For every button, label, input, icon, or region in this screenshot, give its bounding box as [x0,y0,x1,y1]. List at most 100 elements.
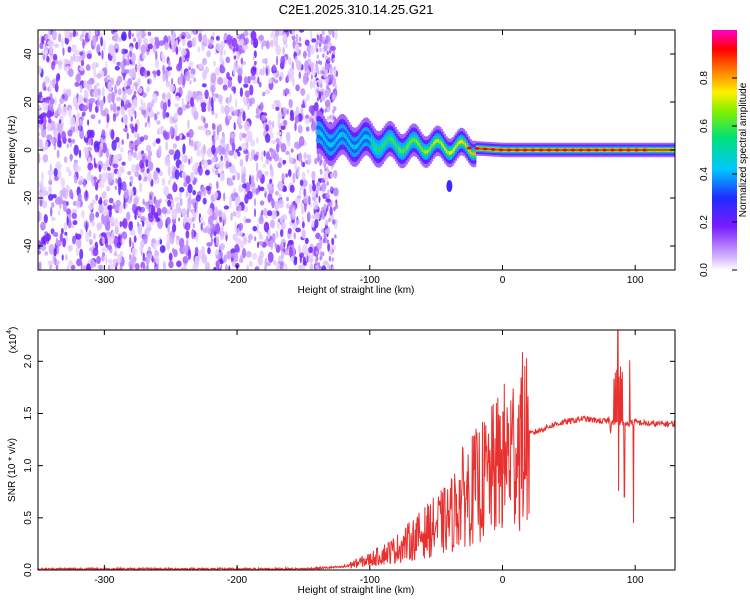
heatmap-cell [278,199,284,209]
heatmap-cell [638,149,641,151]
heatmap-cell [227,79,233,88]
heatmap-cell [315,190,319,195]
heatmap-cell [244,90,251,98]
heatmap-cell [290,148,294,153]
heatmap-cell [314,157,318,165]
heatmap-cell [78,180,83,186]
heatmap-cell [262,163,266,168]
y-tick-label: 1.0 [23,458,34,472]
heatmap-cell [278,157,283,163]
heatmap-cell [193,260,200,268]
heatmap-cell [226,143,230,152]
heatmap-cell [48,244,54,249]
heatmap-cell [243,76,249,85]
heatmap-cell [238,222,244,231]
heatmap-cell [133,132,139,139]
heatmap-cell [311,121,317,131]
heatmap-cell [369,137,372,142]
heatmap-cell [331,257,334,262]
heatmap-cell [184,222,191,231]
heatmap-cell [233,122,236,131]
heatmap-cell [444,147,447,151]
heatmap-cell [165,80,171,88]
heatmap-cell [252,55,255,61]
heatmap-cell [319,156,322,161]
heatmap-cell [181,48,187,56]
heatmap-cell [238,205,242,212]
heatmap-cell [55,237,59,247]
heatmap-cell [79,84,83,94]
heatmap-cell [118,234,121,246]
heatmap-cell [256,172,259,183]
heatmap-cell [326,139,329,145]
heatmap-cell [57,139,62,148]
heatmap-cell [322,161,325,167]
heatmap-cell [74,176,78,184]
heatmap-cell [231,37,238,48]
heatmap-cell [313,68,316,76]
heatmap-cell [367,135,370,140]
heatmap-cell [75,233,82,240]
heatmap-cell [328,265,332,270]
heatmap-cell [178,46,181,52]
heatmap-cell [130,194,133,202]
heatmap-cell [175,46,179,55]
heatmap-cell [200,222,203,231]
heatmap-cell [258,35,264,41]
heatmap-cell [153,242,157,251]
heatmap-cell [193,30,197,35]
heatmap-cell [48,83,52,93]
heatmap-cell [425,150,427,155]
heatmap-cell [211,110,215,116]
heatmap-cell [313,78,316,89]
heatmap-cell [214,169,219,176]
heatmap-cell [145,144,152,153]
heatmap-cell [48,102,54,111]
heatmap-cell [330,186,333,191]
heatmap-cell [52,60,56,66]
heatmap-cell [294,55,298,63]
heatmap-cell [219,65,226,74]
heatmap-cell [518,149,521,151]
heatmap-cell [152,70,158,75]
heatmap-cell [96,256,101,264]
heatmap-cell [59,97,64,105]
heatmap-cell [67,46,72,53]
heatmap-cell [265,40,270,50]
heatmap-cell [79,228,84,237]
heatmap-cell [135,41,139,50]
heatmap-cell [135,156,139,161]
heatmap-cell [88,229,92,237]
heatmap-cell [175,95,180,101]
heatmap-cell [40,112,47,118]
heatmap-cell [109,216,115,224]
heatmap-cell [109,153,112,164]
heatmap-cell [323,44,328,52]
heatmap-cell [64,30,69,39]
heatmap-cell [139,232,143,239]
heatmap-cell [88,137,92,146]
heatmap-cell [404,147,407,152]
heatmap-cell [389,136,392,141]
heatmap-cell [63,156,68,163]
heatmap-cell [255,67,259,77]
heatmap-cell [275,30,280,37]
heatmap-cell [530,148,536,152]
heatmap-cell [284,186,287,192]
heatmap-cell [269,178,273,184]
heatmap-cell [66,88,72,97]
heatmap-cell [127,151,132,162]
heatmap-cell [134,123,138,133]
heatmap-cell [281,214,288,221]
heatmap-cell [83,265,86,270]
heatmap-cell [329,206,333,216]
heatmap-cell [324,167,327,172]
heatmap-cell [655,149,658,151]
heatmap-cell [228,181,234,186]
heatmap-cell [44,42,47,48]
heatmap-cell [61,38,64,48]
heatmap-cell [261,114,266,122]
heatmap-cell [289,184,295,193]
heatmap-cell [496,148,499,151]
